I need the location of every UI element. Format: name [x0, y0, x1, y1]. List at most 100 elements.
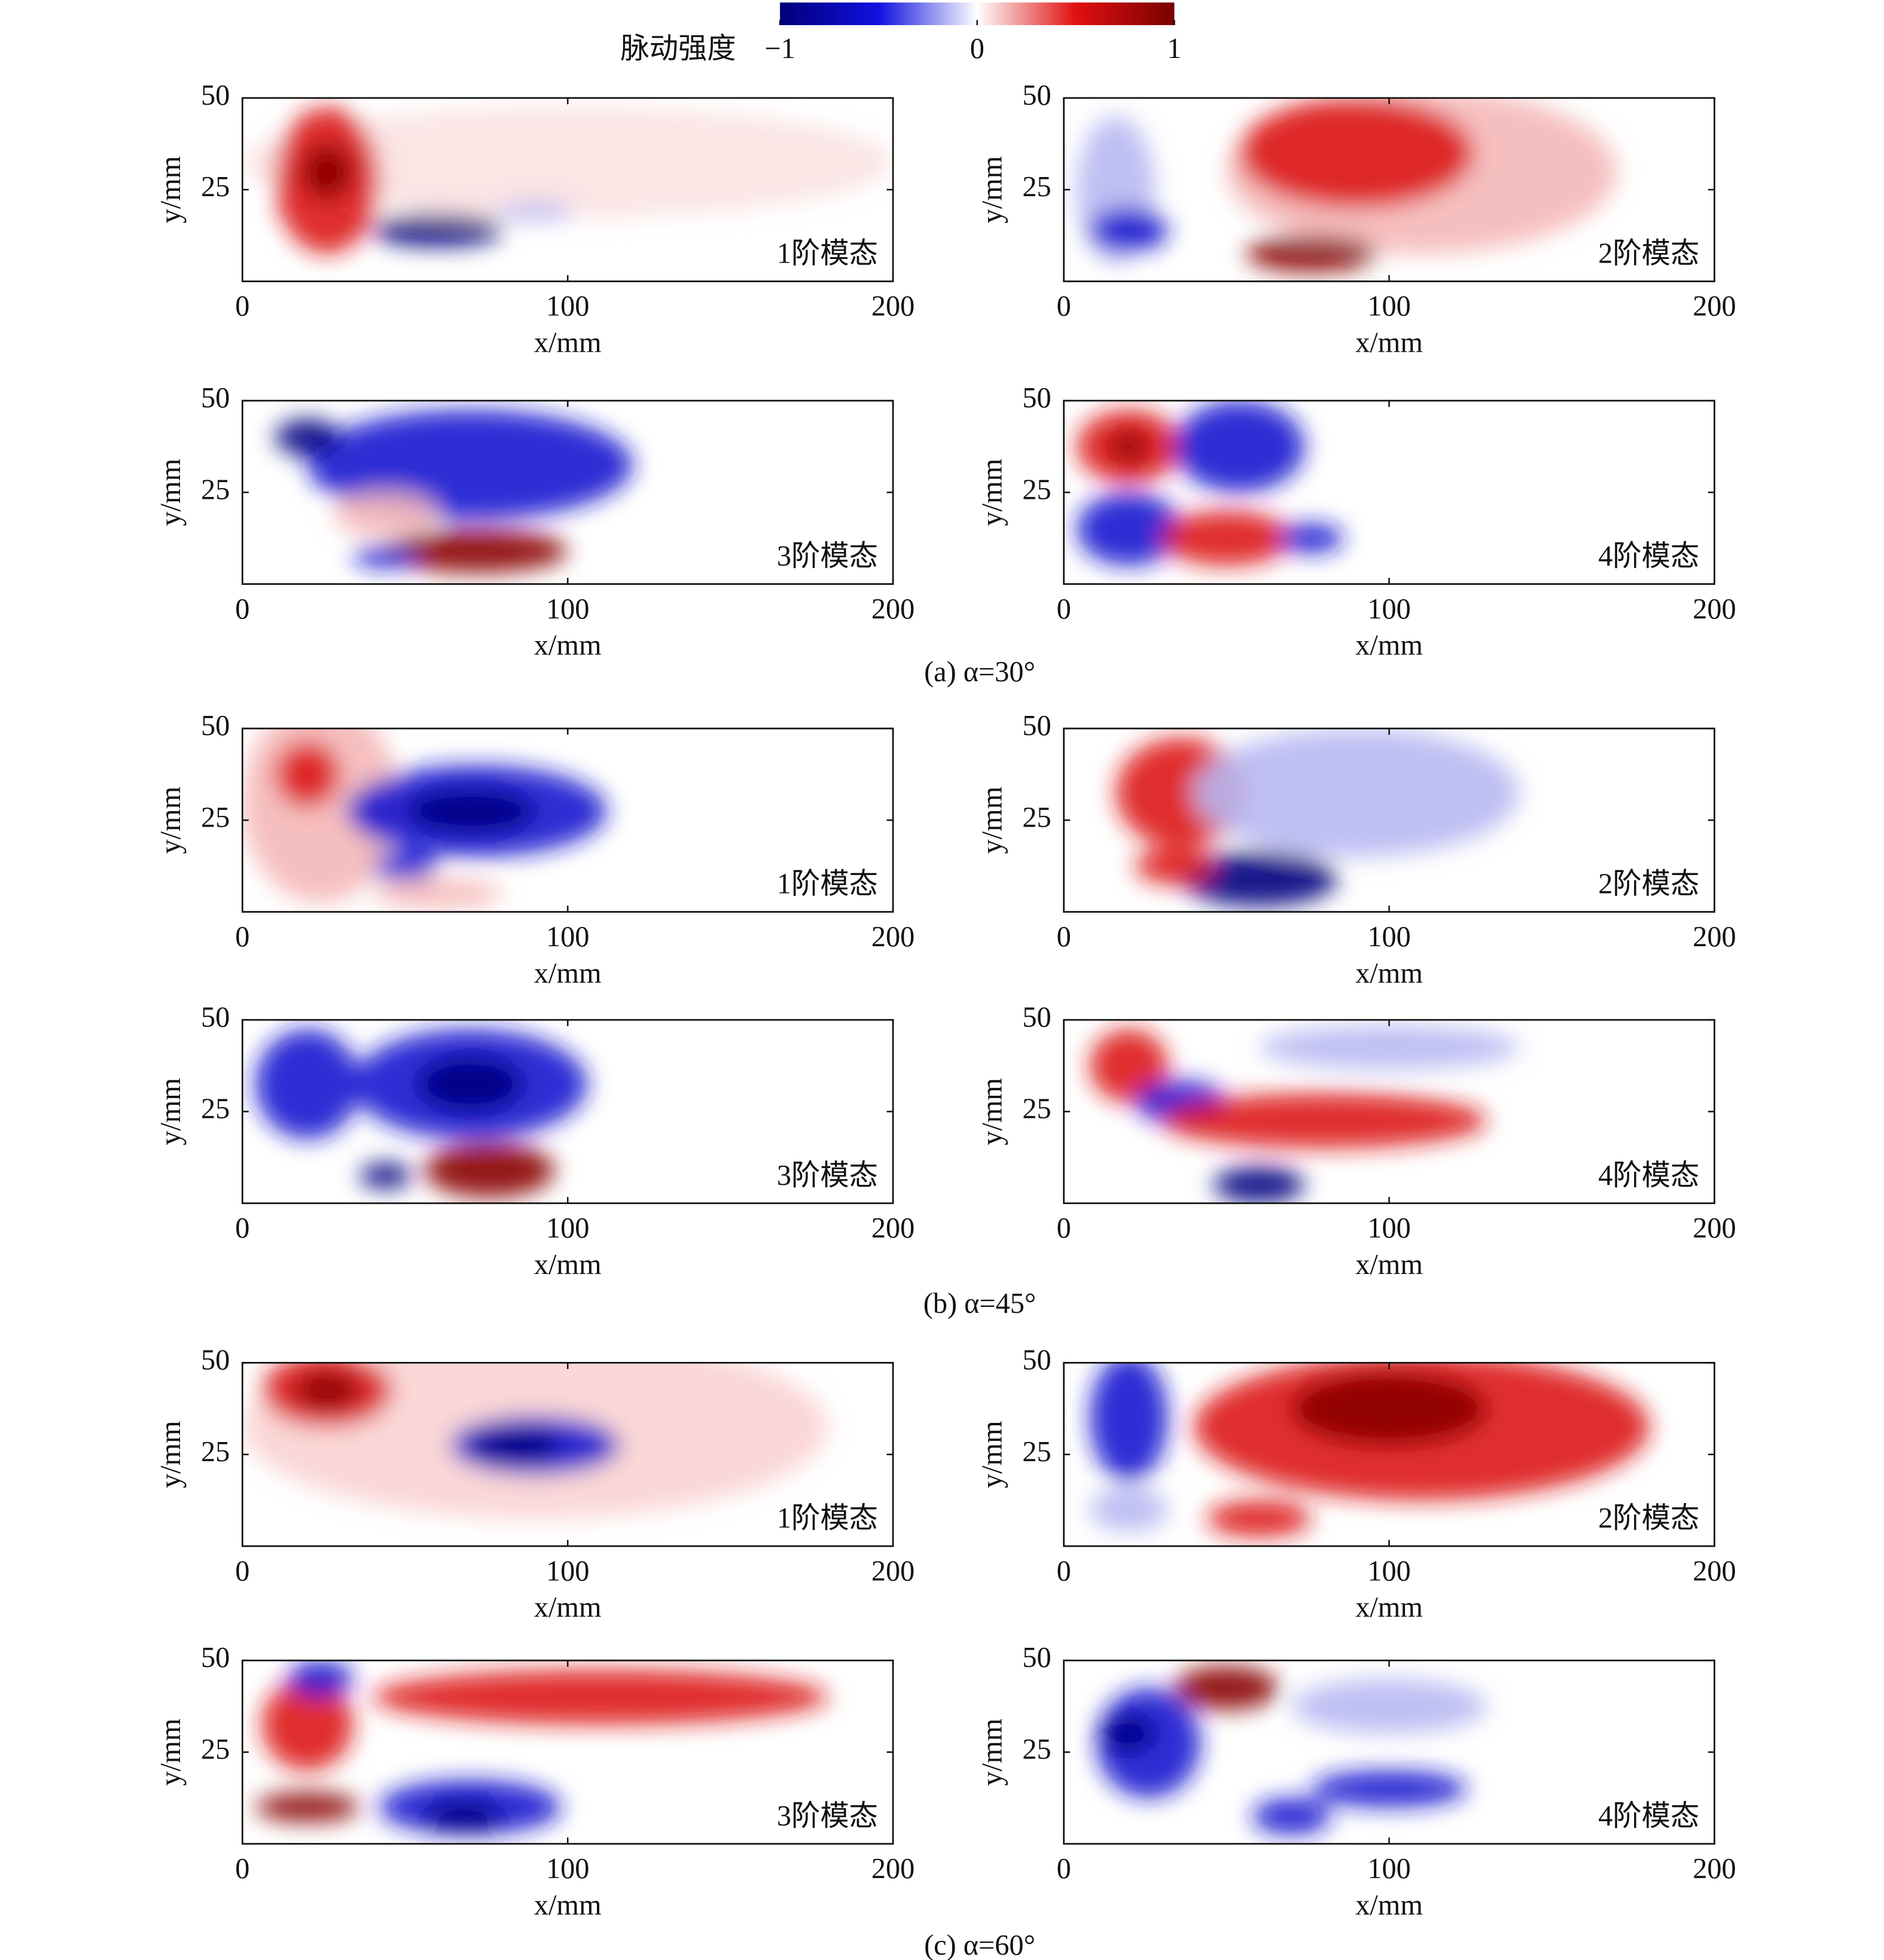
- y-axis-label: y/mm: [976, 459, 1008, 526]
- x-axis-label: x/mm: [1355, 327, 1423, 359]
- y-tick-label: 25: [201, 171, 230, 203]
- heatmap-region: [1174, 400, 1305, 493]
- heatmap-region: [242, 107, 893, 218]
- heatmap-region: [1311, 1770, 1468, 1807]
- heatmap-region: [301, 144, 353, 199]
- panel: 0 100 200 25 50 x/mm y/mm 1阶模态: [155, 710, 914, 989]
- panel-label: 3阶模态: [777, 1800, 878, 1832]
- heatmap-field: [242, 400, 894, 584]
- heatmap-region: [294, 1371, 360, 1409]
- panel-label: 3阶模态: [777, 1160, 878, 1191]
- heatmap-field: [242, 97, 894, 282]
- x-tick-label: 100: [546, 291, 589, 322]
- heatmap-field: [242, 728, 894, 912]
- y-tick-label: 25: [1022, 171, 1051, 203]
- y-tick-label: 50: [201, 382, 230, 414]
- panel: 0 100 200 25 50 x/mm y/mm 2阶模态: [976, 710, 1736, 989]
- x-tick-label: 0: [235, 921, 249, 953]
- x-tick-label: 100: [546, 1212, 589, 1244]
- heatmap-region: [1239, 97, 1474, 208]
- y-tick-label: 25: [201, 1436, 230, 1468]
- heatmap-region: [470, 1428, 562, 1462]
- heatmap-region: [1291, 1678, 1487, 1734]
- heatmap-region: [1181, 851, 1337, 907]
- x-tick-label: 0: [1057, 1853, 1071, 1885]
- x-tick-label: 200: [1693, 291, 1736, 322]
- x-tick-label: 0: [235, 1853, 249, 1885]
- x-tick-label: 100: [1367, 593, 1410, 625]
- heatmap-region: [288, 1660, 353, 1697]
- heatmap-region: [372, 879, 503, 909]
- y-axis-label: y/mm: [155, 156, 187, 224]
- x-tick-label: 200: [871, 1212, 914, 1244]
- heatmap-region: [1077, 492, 1181, 566]
- heatmap-region: [496, 202, 575, 221]
- heatmap-blobs: [1096, 1666, 1487, 1835]
- heatmap-blobs: [1115, 728, 1520, 907]
- heatmap-region: [1252, 1798, 1331, 1835]
- heatmap-region: [1090, 1487, 1168, 1532]
- y-tick-label: 25: [201, 474, 230, 505]
- y-tick-label: 25: [201, 1093, 230, 1125]
- y-tick-label: 25: [1022, 1436, 1051, 1468]
- y-tick-label: 25: [201, 801, 230, 833]
- panel: 0 100 200 25 50 x/mm y/mm 3阶模态: [155, 382, 914, 662]
- y-tick-label: 25: [201, 1734, 230, 1766]
- y-tick-label: 25: [1022, 1093, 1051, 1125]
- colorbar-label: 脉动强度: [620, 33, 736, 65]
- x-tick-label: 100: [546, 1853, 589, 1885]
- heatmap-region: [1161, 1093, 1487, 1148]
- x-tick-label: 0: [1057, 1212, 1071, 1244]
- heatmap-region: [275, 741, 340, 807]
- y-tick-label: 50: [1022, 382, 1051, 414]
- x-axis-label: x/mm: [1355, 1889, 1423, 1921]
- y-axis-label: y/mm: [976, 787, 1008, 854]
- heatmap-region: [1194, 728, 1520, 857]
- x-tick-label: 100: [546, 921, 589, 953]
- x-tick-label: 0: [235, 291, 249, 322]
- x-tick-label: 0: [1057, 921, 1071, 953]
- panel: 0 100 200 25 50 x/mm y/mm 4阶模态: [976, 382, 1736, 662]
- y-axis-label: y/mm: [976, 1718, 1008, 1786]
- heatmap-region: [424, 1802, 503, 1831]
- y-tick-label: 25: [1022, 801, 1051, 833]
- heatmap-field: [1063, 1020, 1715, 1203]
- heatmap-region: [333, 492, 438, 537]
- colorbar-tick-label: 0: [970, 33, 984, 65]
- panel-label: 2阶模态: [1598, 868, 1699, 900]
- y-tick-label: 50: [201, 710, 230, 742]
- x-axis-label: x/mm: [534, 958, 602, 989]
- y-tick-label: 50: [1022, 1345, 1051, 1376]
- panel-label: 4阶模态: [1598, 1800, 1699, 1832]
- heatmap-region: [255, 1029, 360, 1139]
- y-axis-label: y/mm: [155, 1718, 187, 1786]
- x-tick-label: 100: [1367, 291, 1410, 322]
- y-tick-label: 50: [1022, 1642, 1051, 1674]
- heatmap-blobs: [275, 410, 633, 574]
- heatmap-region: [261, 1678, 353, 1771]
- y-tick-label: 50: [201, 1001, 230, 1033]
- heatmap-region: [1278, 523, 1344, 553]
- heatmap-blobs: [1090, 1362, 1650, 1537]
- y-axis-label: y/mm: [155, 1078, 187, 1145]
- panel-label: 4阶模态: [1598, 541, 1699, 572]
- heatmap-region: [1090, 1362, 1168, 1482]
- x-axis-label: x/mm: [1355, 1592, 1423, 1623]
- heatmap-field: [1063, 1660, 1715, 1844]
- x-tick-label: 0: [1057, 291, 1071, 322]
- y-axis-label: y/mm: [976, 1078, 1008, 1145]
- heatmap-region: [1090, 1029, 1168, 1103]
- x-tick-label: 0: [1057, 593, 1071, 625]
- x-axis-label: x/mm: [534, 1249, 602, 1281]
- heatmap-region: [1246, 235, 1376, 273]
- heatmap-field: [1063, 97, 1715, 282]
- panel-label: 1阶模态: [777, 1502, 878, 1534]
- heatmap-blobs: [1077, 97, 1617, 273]
- y-tick-label: 50: [201, 1345, 230, 1376]
- heatmap-blobs: [242, 728, 607, 909]
- y-axis-label: y/mm: [155, 459, 187, 526]
- x-tick-label: 100: [1367, 1212, 1410, 1244]
- heatmap-region: [1174, 1666, 1279, 1710]
- x-tick-label: 100: [546, 593, 589, 625]
